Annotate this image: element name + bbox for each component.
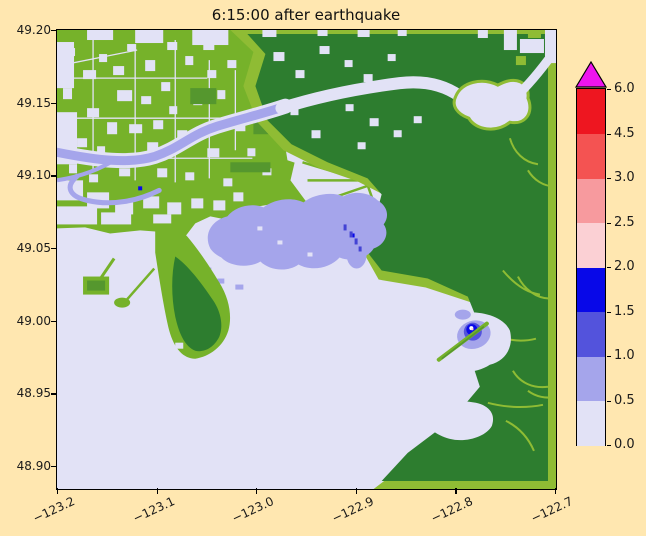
map-jetty-ferry — [124, 267, 156, 303]
colorbar-tick-mark — [607, 356, 611, 358]
colorbar-tick-label: 0.5 — [614, 392, 635, 408]
map-forest-highland — [230, 30, 556, 489]
colorbar-tick-mark — [607, 400, 611, 402]
x-axis-tick-label: −122.8 — [429, 494, 476, 526]
map-peninsula — [83, 229, 231, 359]
y-axis-tick-mark — [51, 30, 57, 32]
plot-title: 6:15:00 after earthquake — [211, 6, 401, 24]
colorbar-segment — [577, 400, 605, 446]
colorbar-extend-arrow — [574, 60, 608, 92]
colorbar-tick-label: 4.5 — [614, 125, 635, 141]
colorbar-tick-label: 1.0 — [614, 348, 635, 363]
colorbar-tick-label: 2.5 — [614, 214, 635, 230]
x-axis-tick-mark — [57, 488, 59, 494]
map-fraser-river — [57, 76, 466, 206]
y-axis-tick-label: 49.00 — [16, 313, 51, 328]
colorbar-segment — [577, 222, 605, 268]
map-svg — [57, 30, 556, 489]
colorbar-segment — [577, 356, 605, 401]
colorbar-tick-label: 0.0 — [614, 437, 635, 452]
map-plot-area — [56, 29, 557, 490]
colorbar-segment — [577, 311, 605, 357]
x-axis-tick-mark — [555, 488, 557, 494]
map-ferry-terminal — [114, 297, 131, 308]
colorbar-tick-mark — [607, 267, 611, 269]
x-axis-tick-label: −123.1 — [130, 494, 177, 526]
colorbar-tick-label: 2.0 — [614, 259, 635, 274]
map-bay-south — [426, 401, 494, 441]
x-axis-tick-label: −122.9 — [329, 494, 376, 526]
y-axis-tick-label: 49.15 — [16, 95, 51, 110]
y-axis-tick-mark — [51, 320, 57, 322]
colorbar-tick-mark — [607, 311, 611, 313]
colorbar-tick-mark — [607, 445, 611, 447]
y-axis-tick-label: 48.95 — [16, 386, 51, 401]
y-axis-tick-label: 49.20 — [16, 23, 51, 37]
x-axis-tick-mark — [355, 488, 357, 494]
x-axis-tick-label: −122.7 — [528, 494, 575, 526]
y-axis-tick-mark — [51, 248, 57, 250]
x-axis-tick-label: −123.0 — [229, 494, 277, 526]
colorbar-tick-label: 3.0 — [614, 170, 635, 185]
y-axis-tick-label: 48.90 — [16, 459, 51, 474]
x-axis-tick-mark — [455, 488, 457, 494]
colorbar-tick-mark — [607, 89, 611, 91]
colorbar-segment — [577, 89, 605, 134]
map-semiahmoo-source — [426, 309, 511, 441]
colorbar-tick-mark — [607, 133, 611, 135]
colorbar-segment — [577, 267, 605, 312]
x-axis-tick-label: −123.2 — [30, 494, 77, 526]
y-axis-tick-label: 49.05 — [16, 241, 51, 256]
colorbar — [576, 88, 606, 446]
colorbar-segment — [577, 178, 605, 223]
y-axis-tick-mark — [51, 102, 57, 104]
x-axis-tick-mark — [156, 488, 158, 494]
x-axis-tick-mark — [256, 488, 258, 494]
y-axis-tick-mark — [51, 466, 57, 468]
map-valley — [452, 30, 556, 131]
colorbar-tick-label: 6.0 — [614, 81, 635, 96]
y-axis-tick-label: 49.10 — [16, 168, 51, 183]
colorbar-tick-mark — [607, 178, 611, 180]
y-axis-tick-mark — [51, 393, 57, 395]
colorbar-tick-mark — [607, 222, 611, 224]
colorbar-segment — [577, 133, 605, 179]
y-axis-tick-mark — [51, 175, 57, 177]
colorbar-tick-label: 1.5 — [614, 303, 635, 319]
